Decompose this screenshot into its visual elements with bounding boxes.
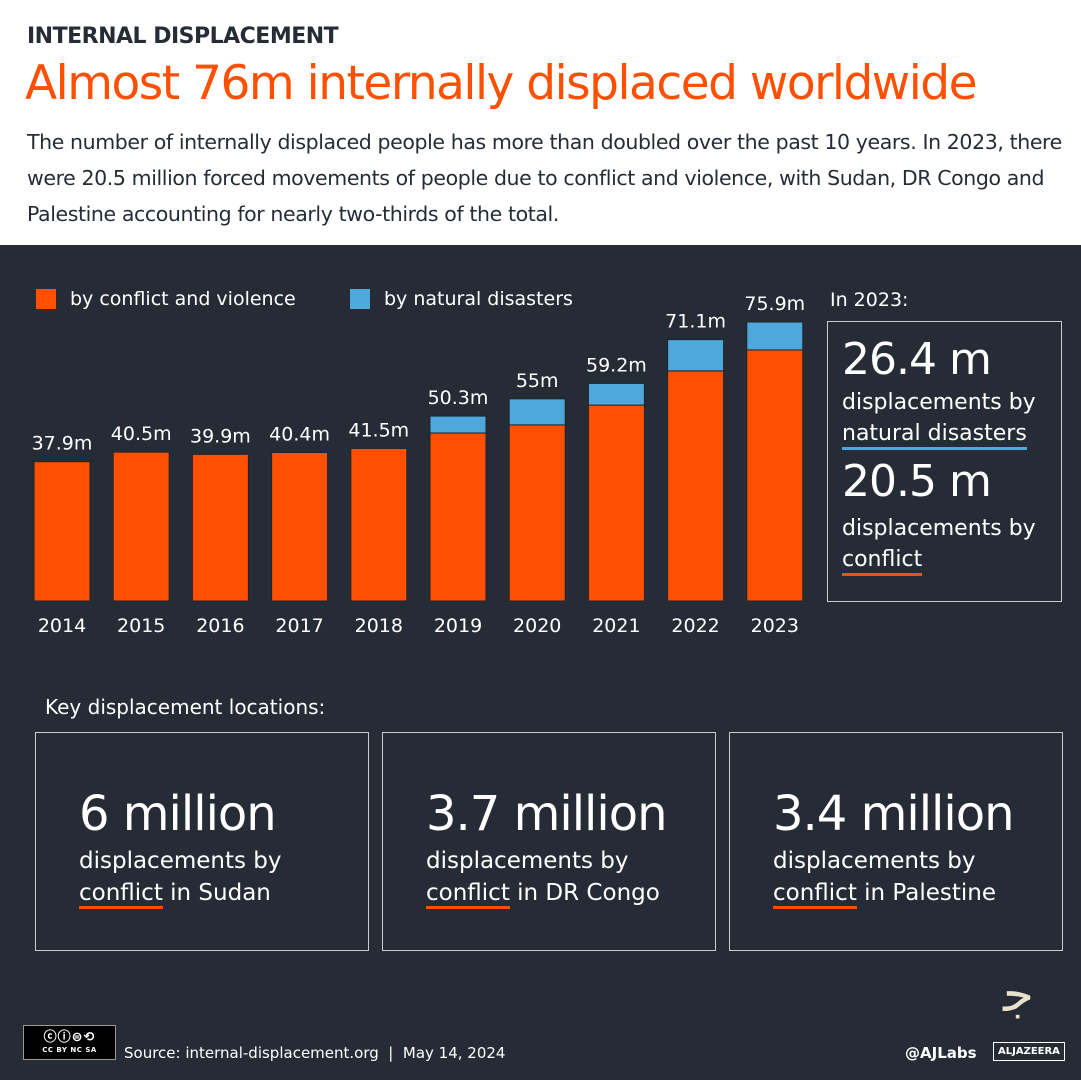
panel-2023: 26.4 m displacements by natural disaster… xyxy=(827,321,1062,602)
data-label: 39.9m xyxy=(190,425,251,447)
x-tick-label: 2016 xyxy=(196,615,244,637)
panel-heading: In 2023: xyxy=(830,289,909,311)
x-tick-label: 2015 xyxy=(117,615,165,637)
bar-disasters xyxy=(587,382,645,406)
kicker: INTERNAL DISPLACEMENT xyxy=(27,24,339,49)
disasters-value: 26.4 m xyxy=(842,334,992,385)
source: Source: internal-displacement.org | May … xyxy=(124,1044,506,1062)
location-card: 6 million displacements by conflict in S… xyxy=(35,732,369,951)
data-label: 59.2m xyxy=(586,354,647,376)
location-text: displacements by xyxy=(773,848,976,874)
location-place: in DR Congo xyxy=(509,880,660,906)
bar-conflict xyxy=(112,451,170,602)
legend-conflict: by conflict and violence xyxy=(36,288,296,310)
conflict-underlined: conflict xyxy=(842,547,923,576)
x-tick-label: 2019 xyxy=(434,615,482,637)
data-label: 41.5m xyxy=(348,419,409,441)
x-tick-label: 2017 xyxy=(275,615,323,637)
legend-disasters: by natural disasters xyxy=(350,288,573,310)
bar-conflict xyxy=(350,447,408,602)
location-card: 3.7 million displacements by conflict in… xyxy=(382,732,716,951)
location-underlined: conflict xyxy=(79,880,163,909)
bar-conflict xyxy=(587,404,645,602)
location-text: displacements by xyxy=(426,848,629,874)
legend-label: by natural disasters xyxy=(384,288,573,310)
cc-license-badge: ⓒⓘ⊜⟲ CC BY NC SA xyxy=(23,1025,116,1060)
x-tick-label: 2022 xyxy=(671,615,719,637)
bar-chart: 37.9m 2014 40.5m 2015 39.9m 2016 40.4m 2017 41.5… xyxy=(32,293,806,637)
conflict-text: displacements by xyxy=(842,516,1036,541)
location-text: displacements by xyxy=(79,848,282,874)
x-tick-label: 2014 xyxy=(38,615,86,637)
disasters-text: displacements by xyxy=(842,390,1036,415)
disasters-underlined: natural disasters xyxy=(842,421,1027,450)
bar-conflict xyxy=(271,451,329,602)
data-label: 71.1m xyxy=(665,311,726,333)
location-value: 3.7 million xyxy=(426,786,667,842)
brand-badge: ALJAZEERA xyxy=(993,1042,1065,1061)
x-tick-label: 2021 xyxy=(592,615,640,637)
locations-heading: Key displacement locations: xyxy=(45,695,326,719)
location-place: in Palestine xyxy=(856,880,997,906)
aljazeera-logo: ﺟ xyxy=(1003,965,1034,1023)
header-band xyxy=(0,0,1081,245)
location-card: 3.4 million displacements by conflict in… xyxy=(729,732,1063,951)
location-underlined: conflict xyxy=(426,880,510,909)
location-value: 3.4 million xyxy=(773,786,1014,842)
legend-swatch xyxy=(36,289,56,309)
bar-conflict xyxy=(667,370,725,602)
handle: @AJLabs xyxy=(905,1044,977,1062)
bar-conflict xyxy=(33,461,91,602)
bar-conflict xyxy=(508,424,566,602)
location-place: in Sudan xyxy=(162,880,271,906)
data-label: 37.9m xyxy=(32,433,93,455)
bar-conflict xyxy=(746,349,804,602)
subtitle: The number of internally displaced peopl… xyxy=(27,130,1062,226)
x-tick-label: 2020 xyxy=(513,615,561,637)
bar-conflict xyxy=(191,453,249,602)
data-label: 55m xyxy=(516,370,559,392)
legend-swatch xyxy=(350,289,370,309)
bar-disasters xyxy=(667,339,725,372)
data-label: 40.5m xyxy=(111,423,172,445)
location-underlined: conflict xyxy=(773,880,857,909)
conflict-value: 20.5 m xyxy=(842,456,992,507)
data-label: 40.4m xyxy=(269,423,330,445)
data-label: 75.9m xyxy=(744,293,805,315)
x-tick-label: 2018 xyxy=(355,615,403,637)
bar-conflict xyxy=(429,432,487,602)
bar-disasters xyxy=(508,398,566,426)
location-value: 6 million xyxy=(79,786,277,842)
data-label: 50.3m xyxy=(428,387,489,409)
x-tick-label: 2023 xyxy=(751,615,799,637)
bar-disasters xyxy=(746,321,804,351)
page-title: Almost 76m internally displaced worldwid… xyxy=(25,56,978,111)
cc-license-icon: ⓒⓘ⊜⟲ xyxy=(43,1030,96,1045)
legend-label: by conflict and violence xyxy=(70,288,296,310)
bar-disasters xyxy=(429,415,487,434)
license-text: CC BY NC SA xyxy=(42,1046,97,1054)
